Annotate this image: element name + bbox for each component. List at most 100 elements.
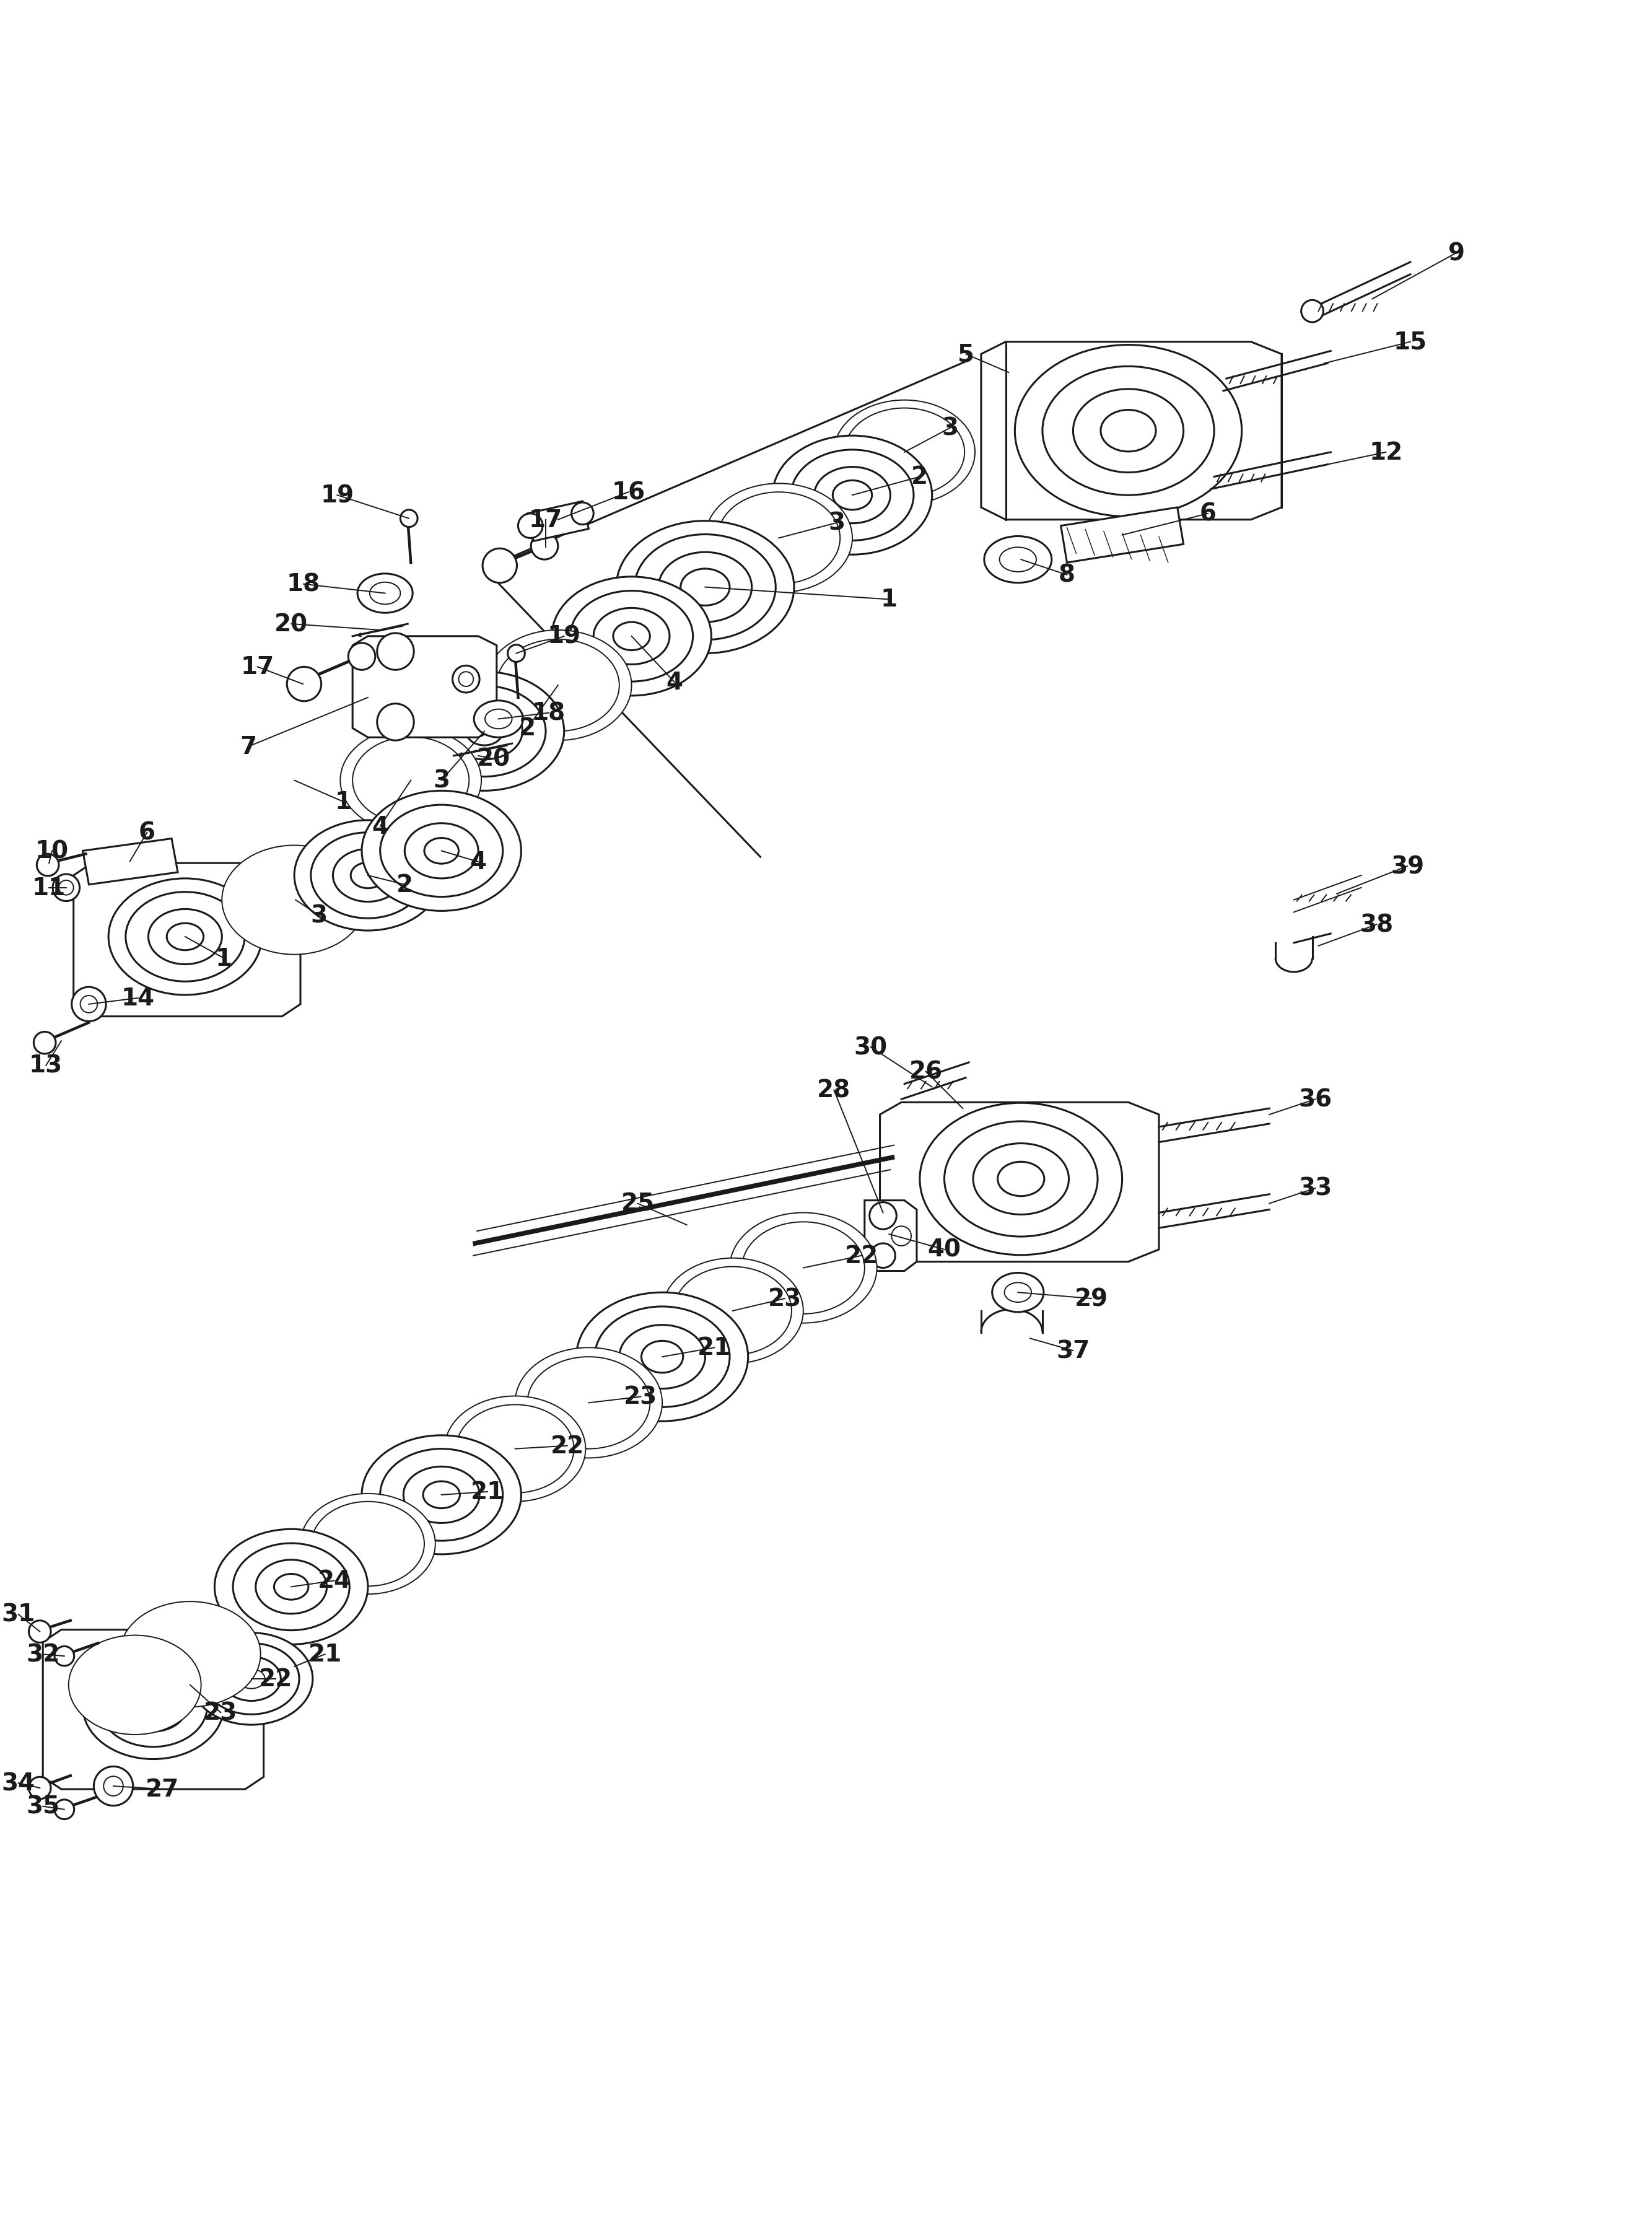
Ellipse shape [985,537,1052,584]
Ellipse shape [425,839,459,863]
Circle shape [482,548,517,584]
Text: 8: 8 [1059,564,1075,586]
Circle shape [507,644,525,662]
Ellipse shape [203,1644,299,1714]
Circle shape [55,1801,74,1819]
Ellipse shape [79,1644,190,1727]
Circle shape [349,644,375,671]
Ellipse shape [833,481,872,510]
Circle shape [459,671,474,687]
Ellipse shape [773,436,932,555]
Text: 24: 24 [317,1568,350,1593]
Ellipse shape [993,1273,1044,1313]
Circle shape [377,705,415,740]
Circle shape [519,515,542,539]
Circle shape [871,1244,895,1268]
Ellipse shape [370,582,400,604]
Ellipse shape [83,1653,223,1758]
Ellipse shape [190,1633,312,1725]
Ellipse shape [405,823,479,879]
Text: 22: 22 [844,1244,879,1268]
Ellipse shape [274,1575,309,1599]
Ellipse shape [350,863,385,888]
Circle shape [94,1767,134,1805]
Circle shape [81,995,97,1013]
Ellipse shape [705,483,852,593]
Polygon shape [83,839,178,886]
Ellipse shape [109,879,261,995]
Text: 9: 9 [1449,242,1465,266]
Text: 19: 19 [547,624,582,649]
Text: 6: 6 [139,821,155,846]
Text: 10: 10 [35,839,69,863]
Ellipse shape [634,535,776,640]
Polygon shape [881,1103,1160,1262]
Ellipse shape [616,521,795,653]
Text: 35: 35 [26,1794,59,1819]
Ellipse shape [613,622,649,651]
Text: 2: 2 [912,465,928,490]
Ellipse shape [662,1257,803,1365]
Text: 23: 23 [624,1385,657,1409]
Text: 33: 33 [1298,1177,1332,1201]
Text: 4: 4 [372,814,388,839]
Text: 11: 11 [31,877,66,899]
Text: 26: 26 [909,1060,943,1083]
Ellipse shape [552,577,712,696]
Text: 4: 4 [666,671,682,693]
Text: 5: 5 [958,342,975,367]
Text: 30: 30 [854,1036,887,1058]
Ellipse shape [595,1306,730,1407]
Polygon shape [864,1201,917,1271]
Ellipse shape [423,1481,459,1508]
Text: 3: 3 [433,770,449,792]
Circle shape [572,503,593,526]
Ellipse shape [119,1602,261,1707]
Text: 40: 40 [927,1237,961,1262]
Circle shape [36,855,59,877]
Ellipse shape [312,1501,425,1586]
Ellipse shape [593,608,669,664]
Ellipse shape [920,1103,1122,1255]
Ellipse shape [527,1358,649,1450]
Circle shape [1302,300,1323,322]
Text: 21: 21 [309,1642,342,1667]
Ellipse shape [311,832,425,919]
Ellipse shape [1100,409,1156,452]
Circle shape [53,875,79,902]
Ellipse shape [340,727,481,834]
Ellipse shape [221,1658,281,1700]
Text: 34: 34 [2,1772,35,1794]
Ellipse shape [126,893,244,982]
Text: 22: 22 [550,1434,585,1459]
Ellipse shape [474,700,524,738]
Ellipse shape [570,591,692,682]
Text: 3: 3 [942,416,958,441]
Text: 2: 2 [519,716,535,740]
Ellipse shape [380,1450,502,1541]
Text: 36: 36 [1298,1087,1332,1112]
Ellipse shape [99,1667,207,1747]
Ellipse shape [497,640,620,731]
Text: 2: 2 [396,872,413,897]
Circle shape [892,1226,912,1246]
Ellipse shape [119,1682,187,1731]
Ellipse shape [403,1467,479,1523]
Text: 21: 21 [471,1481,504,1503]
Ellipse shape [674,1266,791,1356]
Circle shape [400,510,418,528]
Ellipse shape [466,718,502,745]
Polygon shape [43,1631,264,1790]
Circle shape [55,1646,74,1667]
Circle shape [287,667,320,702]
Text: 20: 20 [274,613,307,635]
Ellipse shape [362,1436,520,1555]
Ellipse shape [131,1611,249,1700]
Ellipse shape [641,1340,682,1374]
Text: 1: 1 [215,946,233,971]
Text: 1: 1 [881,588,897,611]
Circle shape [71,987,106,1022]
Ellipse shape [620,1324,705,1389]
Ellipse shape [149,910,221,964]
Circle shape [59,881,74,895]
